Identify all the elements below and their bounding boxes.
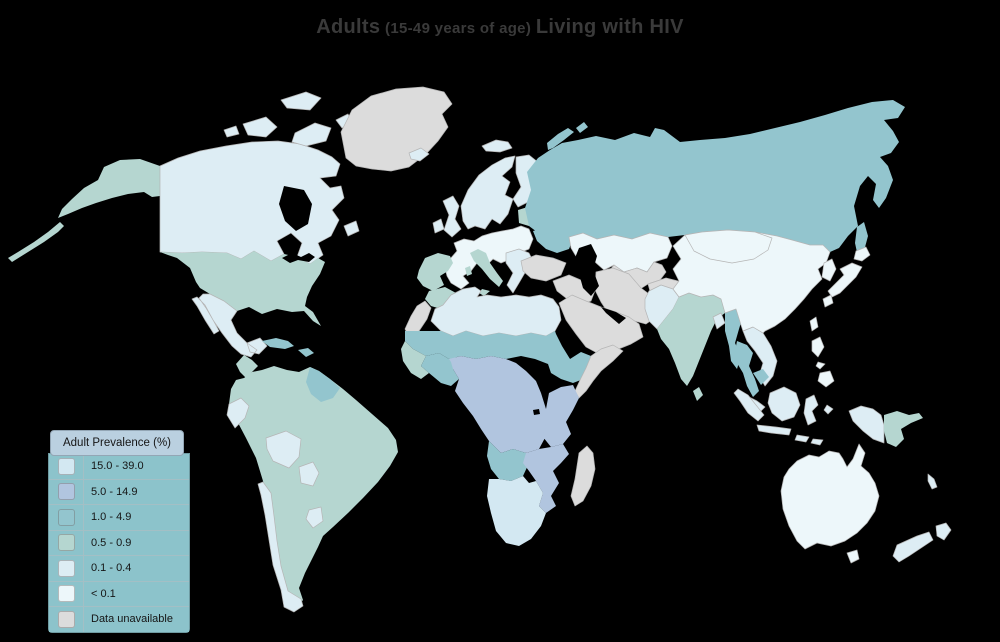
region-somalia[interactable] xyxy=(574,344,624,399)
legend-item: 0.5 - 0.9 xyxy=(49,529,189,555)
region-europe-central[interactable] xyxy=(445,225,534,290)
region-russia[interactable] xyxy=(525,100,905,252)
legend-swatch-cell xyxy=(49,505,84,530)
region-east-africa[interactable] xyxy=(543,385,579,447)
region-taiwan[interactable] xyxy=(809,316,819,332)
region-iberia[interactable] xyxy=(417,253,453,291)
region-arabia[interactable] xyxy=(558,294,644,355)
region-australia[interactable] xyxy=(780,443,880,550)
region-japan[interactable] xyxy=(822,246,871,308)
region-southern-africa[interactable] xyxy=(487,476,546,546)
title-main: Adults xyxy=(316,16,381,38)
region-tasmania[interactable] xyxy=(846,549,860,564)
title-age-range: (15-49 years of age) xyxy=(385,20,532,37)
legend-swatch-5-14 xyxy=(57,483,75,501)
region-italy[interactable] xyxy=(465,249,503,296)
legend-swatch-cell xyxy=(49,607,84,632)
region-newfoundland[interactable] xyxy=(343,220,360,237)
region-angola[interactable] xyxy=(487,441,529,481)
region-papua-new-guinea[interactable] xyxy=(884,411,923,447)
region-uruguay[interactable] xyxy=(305,506,324,529)
legend-swatch-cell xyxy=(49,556,84,581)
region-hispaniola[interactable] xyxy=(298,348,314,357)
legend-panel: Adult Prevalence (%) 15.0 - 39.0 5.0 - 1… xyxy=(48,430,190,633)
region-svalbard[interactable] xyxy=(481,139,513,153)
legend-label: 15.0 - 39.0 xyxy=(91,460,144,473)
legend-swatch-15-39 xyxy=(57,457,75,475)
legend-swatch-cell xyxy=(49,454,84,479)
legend-swatch-01-04 xyxy=(57,559,75,577)
region-sakhalin[interactable] xyxy=(855,222,868,257)
legend-swatch-cell xyxy=(49,530,84,555)
legend-header: Adult Prevalence (%) xyxy=(50,430,184,456)
legend-swatch-lt-01 xyxy=(57,585,75,603)
region-chile[interactable] xyxy=(257,481,304,613)
region-uk[interactable] xyxy=(442,195,462,238)
legend-label: Data unavailable xyxy=(91,613,173,626)
region-ecuador[interactable] xyxy=(226,397,250,429)
region-madagascar[interactable] xyxy=(570,445,596,507)
region-aleutians[interactable] xyxy=(8,222,64,262)
region-greenland[interactable] xyxy=(340,86,453,172)
legend-label: < 0.1 xyxy=(91,587,116,600)
region-ireland[interactable] xyxy=(432,218,445,234)
region-india[interactable] xyxy=(657,293,729,386)
region-new-guinea-west[interactable] xyxy=(848,405,885,444)
legend-swatch-1-4 xyxy=(57,508,75,526)
region-new-caledonia[interactable] xyxy=(927,473,938,490)
region-novaya-zemlya[interactable] xyxy=(547,122,588,150)
legend-item: Data unavailable xyxy=(49,606,189,632)
hudson-bay-water xyxy=(279,186,312,231)
region-philippines[interactable] xyxy=(811,336,835,388)
great-lakes-water xyxy=(282,253,315,263)
legend-item: < 0.1 xyxy=(49,580,189,606)
region-central-america[interactable] xyxy=(236,355,258,378)
region-indonesia[interactable] xyxy=(733,386,834,446)
region-cambodia[interactable] xyxy=(753,369,769,385)
region-new-zealand[interactable] xyxy=(892,522,952,563)
region-thailand[interactable] xyxy=(735,341,759,397)
title-suffix: Living with HIV xyxy=(535,16,684,38)
region-usa[interactable] xyxy=(160,251,325,326)
region-sahel[interactable] xyxy=(405,331,570,364)
page-title: Adults (15-49 years of age) Living with … xyxy=(0,16,1000,39)
region-guinea-coast[interactable] xyxy=(421,353,459,386)
legend-body: 15.0 - 39.0 5.0 - 14.9 1.0 - 4.9 0.5 - 0… xyxy=(48,453,190,633)
region-korea[interactable] xyxy=(821,258,837,282)
region-south-america[interactable] xyxy=(229,366,398,612)
region-canadian-arctic[interactable] xyxy=(223,91,353,147)
legend-label: 0.5 - 0.9 xyxy=(91,536,132,549)
persian-gulf-water xyxy=(601,307,626,324)
region-iceland[interactable] xyxy=(408,147,430,162)
legend-swatch-cell xyxy=(49,479,84,504)
region-paraguay[interactable] xyxy=(298,461,320,487)
region-scandinavia[interactable] xyxy=(460,155,516,230)
legend-item: 5.0 - 14.9 xyxy=(49,478,189,504)
caspian-sea-water xyxy=(575,244,599,296)
region-mongolia[interactable] xyxy=(684,229,773,264)
region-bolivia[interactable] xyxy=(265,430,302,469)
legend-swatch-unavailable xyxy=(57,610,75,628)
region-mexico[interactable] xyxy=(191,293,268,358)
legend-item: 0.1 - 0.4 xyxy=(49,555,189,581)
region-cuba[interactable] xyxy=(262,338,294,349)
region-west-africa[interactable] xyxy=(401,341,429,379)
legend-swatch-cell xyxy=(49,581,84,606)
legend-label: 1.0 - 4.9 xyxy=(91,511,132,524)
region-turkey[interactable] xyxy=(520,254,567,282)
region-zambia-mozambique[interactable] xyxy=(523,444,569,513)
legend-swatch-05-09 xyxy=(57,534,75,552)
legend-label: 5.0 - 14.9 xyxy=(91,485,138,498)
region-alaska[interactable] xyxy=(58,159,160,218)
lake-victoria-water xyxy=(533,409,540,415)
region-sri-lanka[interactable] xyxy=(693,387,703,401)
region-guyanas[interactable] xyxy=(306,367,340,402)
legend-item: 15.0 - 39.0 xyxy=(49,454,189,479)
region-canada[interactable] xyxy=(159,140,345,265)
region-nigeria-congo[interactable] xyxy=(449,356,549,453)
legend-label: 0.1 - 0.4 xyxy=(91,562,132,575)
legend-item: 1.0 - 4.9 xyxy=(49,504,189,530)
